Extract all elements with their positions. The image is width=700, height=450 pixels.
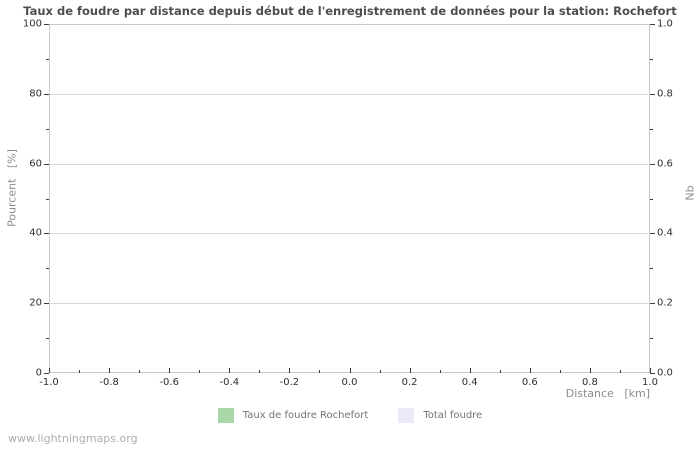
x-tick-label: -0.2 xyxy=(279,377,300,388)
x-axis-tick xyxy=(289,368,291,373)
y-axis-tick-left xyxy=(44,303,49,305)
x-axis-minor-tick xyxy=(319,370,321,373)
x-axis-tick xyxy=(349,368,351,373)
y-tick-label-right: 0.8 xyxy=(657,88,673,100)
legend-item-1: Taux de foudre Rochefort xyxy=(217,408,369,423)
y-axis-minor-tick-left xyxy=(46,58,49,60)
x-axis-tick xyxy=(109,368,111,373)
y-gridline xyxy=(49,303,650,305)
y-axis-minor-tick-right xyxy=(650,268,653,270)
y-tick-label-right: 0.0 xyxy=(657,367,673,379)
x-axis-tick xyxy=(49,368,50,373)
watermark-link: www.lightningmaps.org xyxy=(8,432,138,445)
x-axis-minor-tick xyxy=(499,370,501,373)
y-axis-tick-left xyxy=(44,24,49,25)
x-tick-label: 0.4 xyxy=(461,377,478,388)
legend-swatch xyxy=(398,408,415,423)
x-tick-label: 1.0 xyxy=(642,377,658,388)
x-axis-minor-tick xyxy=(559,370,561,373)
legend-label: Total foudre xyxy=(423,410,483,421)
x-tick-label: -1.0 xyxy=(39,377,59,388)
legend-item-2: Total foudre xyxy=(398,408,482,423)
y-tick-label-left: 60 xyxy=(29,158,42,170)
y-tick-label-left: 0 xyxy=(35,367,42,379)
x-axis-minor-tick xyxy=(79,370,81,373)
y-tick-label-right: 0.2 xyxy=(657,297,673,309)
chart-title: Taux de foudre par distance depuis début… xyxy=(23,4,677,18)
x-axis-tick xyxy=(469,368,471,373)
x-axis-tick xyxy=(650,368,651,373)
y-axis-tick-right xyxy=(650,93,655,95)
y-tick-label-left: 40 xyxy=(29,227,42,239)
y-tick-label-right: 0.6 xyxy=(657,158,673,170)
chart-legend: Taux de foudre Rochefort Total foudre xyxy=(0,408,700,423)
x-axis-minor-tick xyxy=(139,370,141,373)
x-axis-tick xyxy=(169,368,171,373)
y-axis-minor-tick-left xyxy=(46,198,49,200)
y-tick-label-right: 1.0 xyxy=(657,18,673,30)
x-axis-minor-tick xyxy=(259,370,261,373)
y-axis-minor-tick-right xyxy=(650,198,653,200)
x-axis-tick xyxy=(529,368,531,373)
y-axis-tick-right xyxy=(650,163,655,165)
x-axis-minor-tick xyxy=(439,370,441,373)
y-axis-tick-left xyxy=(44,163,49,165)
y-tick-label-left: 20 xyxy=(29,297,42,309)
y-axis-tick-right xyxy=(650,303,655,305)
y-tick-label-left: 80 xyxy=(29,88,42,100)
y-axis-tick-left xyxy=(44,93,49,95)
y-axis-minor-tick-right xyxy=(650,58,653,60)
x-tick-label: -0.4 xyxy=(219,377,240,388)
x-axis-label: Distance [km] xyxy=(565,387,650,400)
x-axis-tick xyxy=(589,368,591,373)
y-gridline xyxy=(49,163,650,165)
y-axis-label-right: Nb xyxy=(683,185,697,201)
x-tick-label: 0.0 xyxy=(341,377,358,388)
y-axis-tick-left xyxy=(44,373,49,374)
x-tick-label: -0.6 xyxy=(159,377,179,388)
legend-swatch xyxy=(217,408,234,423)
y-axis-minor-tick-right xyxy=(650,338,653,340)
x-axis-minor-tick xyxy=(619,370,621,373)
x-tick-label: 0.6 xyxy=(521,377,538,388)
y-axis-label-left: Pourcent [%] xyxy=(5,149,19,227)
y-axis-tick-right xyxy=(650,233,655,235)
y-axis-tick-left xyxy=(44,233,49,235)
y-axis-minor-tick-left xyxy=(46,128,49,130)
y-gridline xyxy=(49,93,650,95)
x-axis-minor-tick xyxy=(199,370,201,373)
x-tick-label: 0.2 xyxy=(401,377,418,388)
y-axis-minor-tick-right xyxy=(650,128,653,130)
x-axis-tick xyxy=(229,368,231,373)
y-axis-tick-right xyxy=(650,373,655,374)
legend-label: Taux de foudre Rochefort xyxy=(242,410,369,421)
y-axis-minor-tick-left xyxy=(46,338,49,340)
x-tick-label: -0.8 xyxy=(99,377,119,388)
x-tick-label: 0.8 xyxy=(581,377,598,388)
plot-area xyxy=(49,24,650,373)
y-axis-minor-tick-left xyxy=(46,268,49,270)
x-axis-minor-tick xyxy=(379,370,381,373)
y-gridline xyxy=(49,233,650,235)
y-axis-tick-right xyxy=(650,24,655,25)
x-axis-tick xyxy=(409,368,411,373)
y-tick-label-right: 0.4 xyxy=(657,227,673,239)
y-tick-label-left: 100 xyxy=(22,18,42,30)
